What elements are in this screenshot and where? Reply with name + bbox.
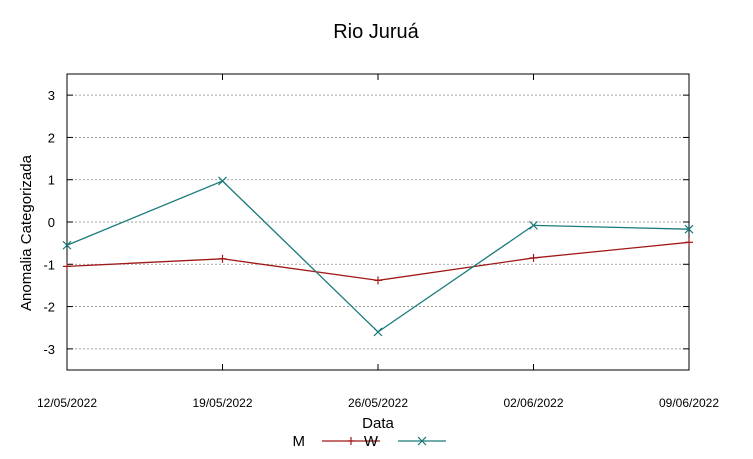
legend-label: M (293, 433, 306, 450)
y-tick-label: -2 (43, 300, 55, 315)
x-tick-label: 19/05/2022 (192, 396, 252, 410)
chart-title: Rio Juruá (333, 21, 419, 43)
y-tick-label: 0 (48, 215, 55, 230)
legend-marker (417, 436, 427, 446)
y-axis-label: Anomalia Categorizada (18, 154, 35, 311)
legend-marker (347, 437, 355, 445)
x-axis-label: Data (362, 415, 394, 432)
y-tick-label: 3 (48, 88, 55, 103)
y-tick-label: -3 (43, 342, 55, 357)
y-axis-ticks: -3 -2 -1 0 1 2 3 (43, 88, 689, 357)
x-tick-label: 12/05/2022 (37, 396, 97, 410)
series-line-W (66, 180, 690, 333)
x-tick-label: 09/06/2022 (659, 396, 719, 410)
data-point-M (529, 253, 538, 262)
legend-item-W: W (364, 433, 446, 450)
series-line-M (66, 241, 690, 282)
x-tick-label: 26/05/2022 (348, 396, 408, 410)
y-tick-label: 2 (48, 130, 55, 145)
data-point-M (63, 262, 71, 271)
grid (67, 94, 689, 350)
data-point-W (684, 224, 694, 234)
data-point-W (218, 176, 227, 186)
data-point-W (62, 240, 72, 250)
series-layer (62, 176, 694, 337)
y-tick-label: -1 (43, 257, 55, 272)
x-axis-ticks: 12/05/2022 19/05/2022 26/05/2022 02/06/2022… (37, 74, 719, 410)
x-tick-label: 02/06/2022 (503, 396, 563, 410)
data-point-W (529, 220, 538, 230)
y-tick-label: 1 (48, 173, 55, 188)
legend-label: W (364, 433, 379, 450)
data-point-M (218, 254, 227, 263)
data-point-W (373, 327, 383, 337)
data-point-M (374, 276, 382, 285)
data-point-M (685, 238, 693, 247)
legend-item-M: M (293, 433, 380, 450)
